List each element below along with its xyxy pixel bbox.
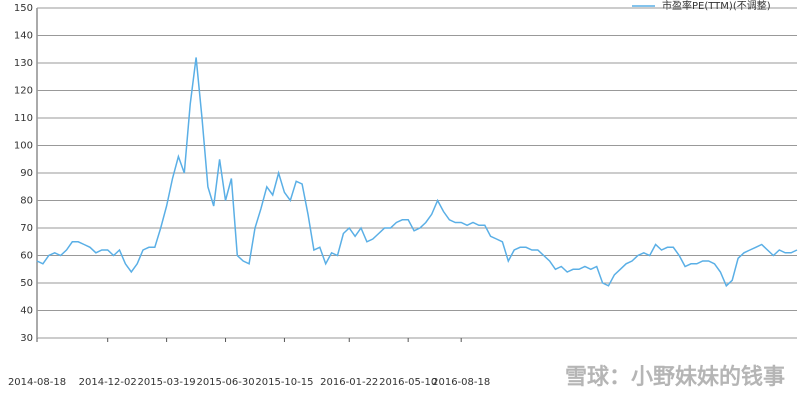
x-tick-label: 2016-05-10 [379,377,437,388]
legend-label: 市盈率PE(TTM)(不调整) [662,0,771,12]
y-tick-label: 70 [20,223,33,234]
line [36,57,798,288]
y-tick-label: 90 [20,168,33,179]
y-tick-label: 60 [20,251,33,262]
x-tick-label: 2016-08-18 [432,377,490,388]
x-tick-label: 2014-08-18 [8,377,66,388]
watermark: 雪球：小野妹妹的钱事 [565,364,785,390]
x-tick-label: 2015-10-15 [255,377,313,388]
y-tick-label: 140 [14,31,33,42]
y-tick-label: 50 [20,278,33,289]
y-tick-label: 40 [20,306,33,317]
x-tick-label: 2015-06-30 [196,377,254,388]
x-tick-label: 2015-03-19 [138,377,196,388]
y-tick-label: 130 [14,58,33,69]
y-tick-label: 80 [20,196,33,207]
y-tick-label: 110 [14,113,33,124]
y-tick-label: 150 [14,3,33,14]
y-tick-label: 100 [14,141,33,152]
y-tick-label: 30 [20,333,33,344]
x-tick-label: 2016-01-22 [320,377,378,388]
y-tick-label: 120 [14,86,33,97]
x-tick-label: 2014-12-02 [79,377,137,388]
